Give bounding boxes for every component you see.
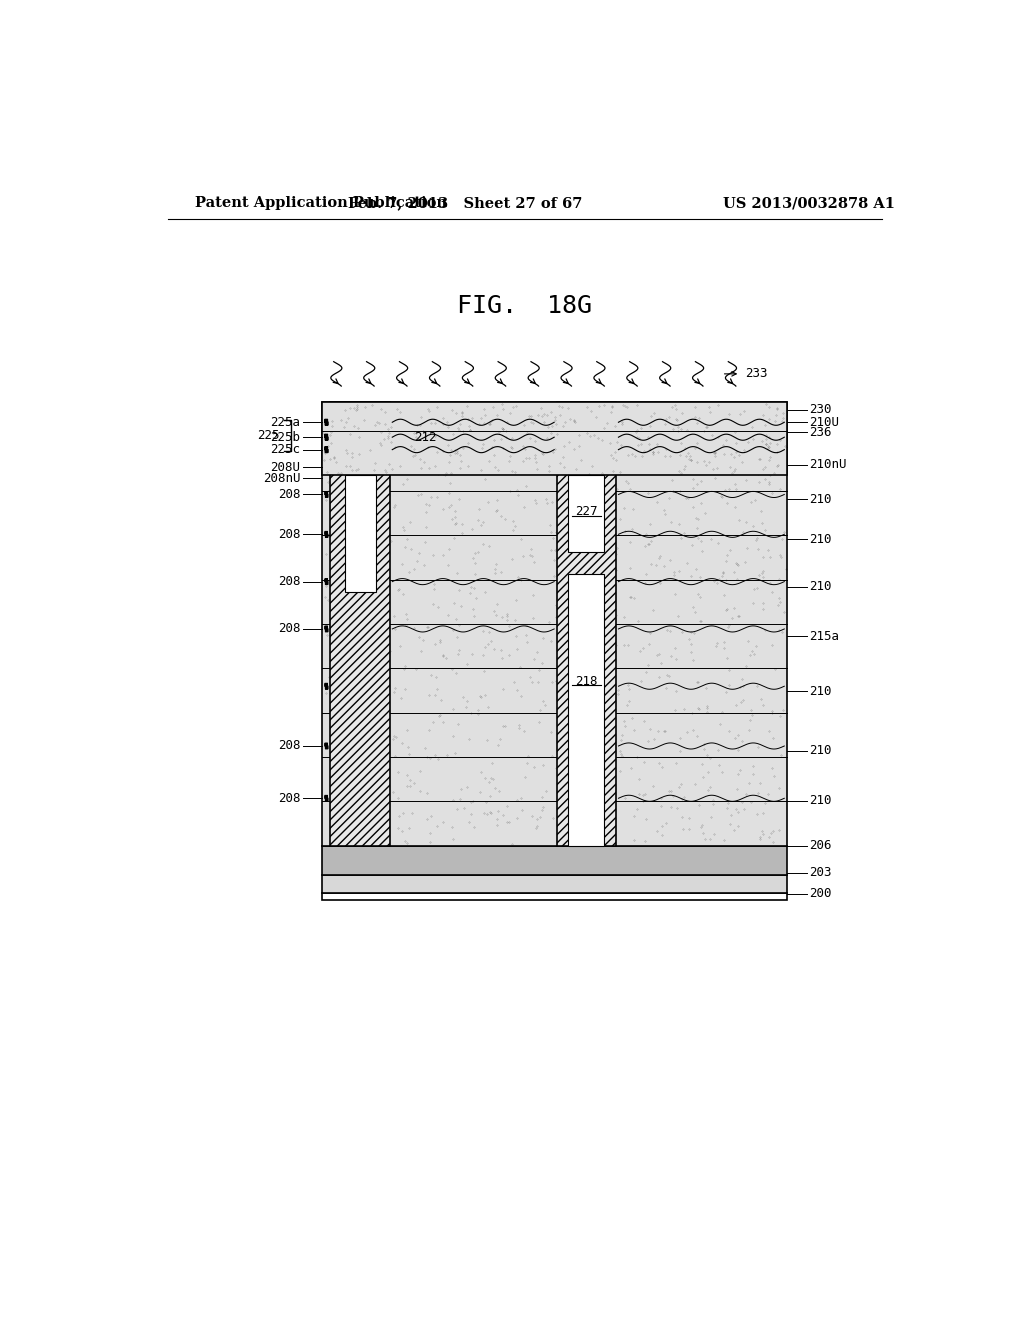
Text: 200: 200 — [809, 887, 831, 900]
Bar — [331, 403, 390, 846]
Bar — [323, 403, 786, 846]
Text: 215a: 215a — [809, 630, 839, 643]
Text: 208: 208 — [278, 739, 300, 752]
Text: 208: 208 — [278, 488, 300, 502]
Text: 210nU: 210nU — [809, 458, 847, 471]
Bar — [568, 475, 604, 552]
Text: 203: 203 — [809, 866, 831, 879]
Text: 208: 208 — [278, 528, 300, 541]
Text: FIG.  18G: FIG. 18G — [458, 294, 592, 318]
Text: 225a: 225a — [270, 416, 300, 429]
Text: 225b: 225b — [270, 430, 300, 444]
Bar — [323, 892, 786, 900]
Text: 206: 206 — [809, 840, 831, 853]
Text: 227: 227 — [575, 506, 598, 519]
Text: US 2013/0032878 A1: US 2013/0032878 A1 — [723, 197, 895, 210]
Text: 212: 212 — [414, 430, 436, 444]
Text: Patent Application Publication: Patent Application Publication — [196, 197, 447, 210]
Text: 236: 236 — [809, 426, 831, 438]
Text: 210U: 210U — [809, 416, 839, 429]
Text: 230: 230 — [809, 404, 831, 416]
Text: 208: 208 — [278, 623, 300, 635]
Bar — [557, 403, 616, 846]
Bar — [345, 475, 376, 591]
Text: 208U: 208U — [270, 461, 300, 474]
Text: 233: 233 — [744, 367, 767, 380]
Bar — [323, 846, 786, 875]
Text: 210: 210 — [809, 579, 831, 593]
Text: Feb. 7, 2013   Sheet 27 of 67: Feb. 7, 2013 Sheet 27 of 67 — [348, 197, 583, 210]
Text: 210: 210 — [809, 795, 831, 808]
Text: 225c: 225c — [270, 444, 300, 457]
Text: 210: 210 — [809, 492, 831, 506]
Bar — [323, 875, 786, 892]
Text: 208: 208 — [278, 792, 300, 805]
Text: 210: 210 — [809, 533, 831, 545]
Text: 218: 218 — [575, 675, 598, 688]
Text: 210: 210 — [809, 744, 831, 758]
Text: 225: 225 — [257, 429, 280, 442]
Bar — [323, 403, 786, 475]
Text: 208nU: 208nU — [263, 471, 300, 484]
Text: 208: 208 — [278, 576, 300, 589]
Bar — [568, 574, 604, 846]
Text: 210: 210 — [809, 685, 831, 698]
